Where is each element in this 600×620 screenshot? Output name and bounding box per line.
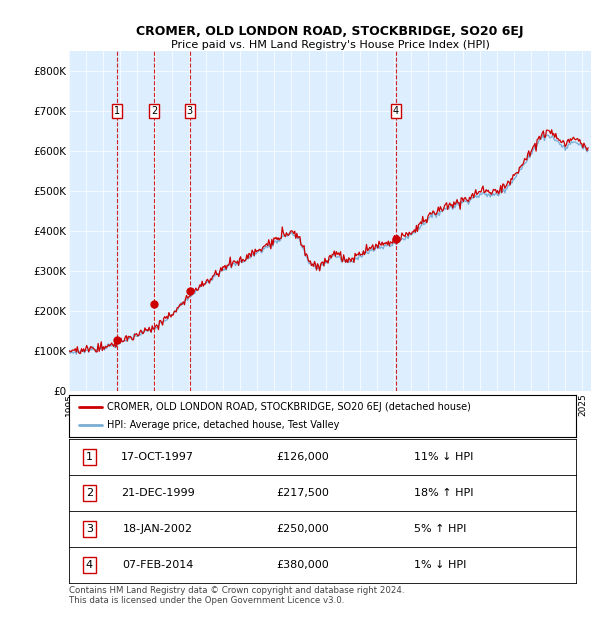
- Text: 4: 4: [393, 106, 399, 116]
- Text: 5% ↑ HPI: 5% ↑ HPI: [414, 524, 466, 534]
- Text: £250,000: £250,000: [276, 524, 329, 534]
- Text: Contains HM Land Registry data © Crown copyright and database right 2024.
This d: Contains HM Land Registry data © Crown c…: [69, 586, 404, 605]
- Text: 18-JAN-2002: 18-JAN-2002: [123, 524, 193, 534]
- Text: 2: 2: [86, 488, 93, 498]
- Text: 11% ↓ HPI: 11% ↓ HPI: [414, 452, 473, 462]
- Text: 4: 4: [86, 560, 93, 570]
- Text: HPI: Average price, detached house, Test Valley: HPI: Average price, detached house, Test…: [107, 420, 340, 430]
- Text: £380,000: £380,000: [276, 560, 329, 570]
- Text: 21-DEC-1999: 21-DEC-1999: [121, 488, 194, 498]
- Text: Price paid vs. HM Land Registry's House Price Index (HPI): Price paid vs. HM Land Registry's House …: [170, 40, 490, 50]
- Text: 2: 2: [151, 106, 157, 116]
- Text: 3: 3: [187, 106, 193, 116]
- Text: 1: 1: [86, 452, 93, 462]
- Text: 17-OCT-1997: 17-OCT-1997: [121, 452, 194, 462]
- Text: 1% ↓ HPI: 1% ↓ HPI: [414, 560, 466, 570]
- Text: 18% ↑ HPI: 18% ↑ HPI: [414, 488, 473, 498]
- Text: CROMER, OLD LONDON ROAD, STOCKBRIDGE, SO20 6EJ (detached house): CROMER, OLD LONDON ROAD, STOCKBRIDGE, SO…: [107, 402, 471, 412]
- Text: 1: 1: [113, 106, 120, 116]
- Text: CROMER, OLD LONDON ROAD, STOCKBRIDGE, SO20 6EJ: CROMER, OLD LONDON ROAD, STOCKBRIDGE, SO…: [136, 25, 524, 38]
- Text: 07-FEB-2014: 07-FEB-2014: [122, 560, 193, 570]
- Text: 3: 3: [86, 524, 93, 534]
- Text: £126,000: £126,000: [276, 452, 329, 462]
- Text: £217,500: £217,500: [276, 488, 329, 498]
